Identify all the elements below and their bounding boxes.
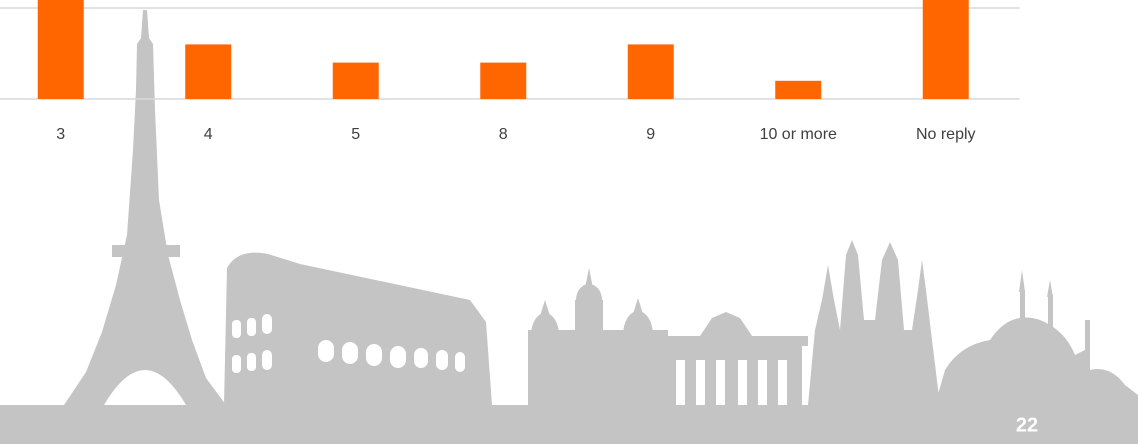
tower-platform xyxy=(112,245,180,257)
x-tick-label: 4 xyxy=(204,126,213,143)
bar xyxy=(480,62,527,99)
x-tick-label: 5 xyxy=(351,126,360,143)
chart: 3 4 5 8 9 10 or more No reply xyxy=(0,0,1020,143)
gate xyxy=(656,312,808,405)
mosque xyxy=(935,270,1138,405)
colosseum xyxy=(224,252,492,405)
cathedral-domes xyxy=(528,268,668,405)
bar xyxy=(627,44,674,99)
x-tick-label: 10 or more xyxy=(760,126,837,143)
footer-band xyxy=(0,405,1138,444)
bar xyxy=(922,0,969,99)
eiffel-tower xyxy=(64,10,226,405)
x-tick-label: No reply xyxy=(916,126,976,143)
bar xyxy=(37,0,84,99)
bar xyxy=(185,44,232,99)
page-number: 22 xyxy=(1016,414,1038,436)
bar xyxy=(332,62,379,99)
arches xyxy=(232,314,465,373)
bar xyxy=(775,80,822,99)
spires xyxy=(808,240,940,405)
x-tick-label: 8 xyxy=(499,126,508,143)
x-tick-label: 9 xyxy=(646,126,655,143)
x-tick-label: 3 xyxy=(56,126,65,143)
skyline xyxy=(0,10,1138,444)
